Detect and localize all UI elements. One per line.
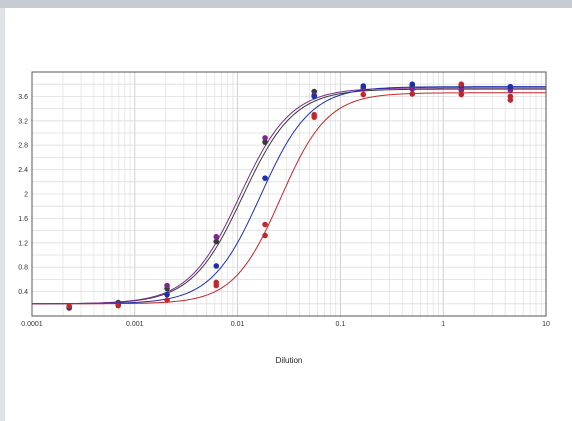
data-point — [262, 232, 268, 239]
top-bar — [0, 0, 572, 8]
data-point — [507, 83, 514, 90]
data-point — [360, 91, 367, 98]
plot-border — [31, 71, 547, 317]
data-point — [262, 135, 268, 141]
y-tick-label: 2.8 — [18, 143, 28, 150]
data-points — [66, 81, 514, 311]
data-point — [66, 303, 72, 310]
data-point — [311, 111, 317, 118]
data-point — [507, 97, 514, 103]
data-point — [213, 282, 220, 289]
y-tick-label: 2.4 — [18, 167, 28, 174]
y-tick-label: 3.2 — [18, 118, 28, 125]
y-tick-label: 1.6 — [18, 216, 28, 223]
y-tick-label: 2 — [24, 192, 28, 199]
data-point — [311, 93, 317, 100]
grid — [31, 72, 547, 316]
data-point — [164, 282, 170, 289]
x-tick-label: 0.001 — [126, 321, 144, 328]
y-tick-label: 0.4 — [18, 289, 28, 296]
y-tick-label: 1.2 — [18, 240, 28, 247]
data-point — [409, 86, 416, 92]
x-tick-label: 0.0001 — [21, 321, 43, 328]
data-point — [360, 83, 367, 89]
data-point — [164, 291, 170, 298]
x-tick-label: 1 — [441, 321, 445, 328]
data-point — [458, 87, 465, 94]
data-point — [262, 139, 268, 145]
y-axis-ticks: 0.4 0.8 1.2 1.6 2 2.4 2.8 3.2 3.6 — [18, 94, 28, 296]
y-tick-label: 3.6 — [18, 94, 28, 101]
x-axis-label: Dilution — [276, 356, 303, 365]
data-point — [409, 81, 416, 87]
data-point — [409, 91, 416, 97]
x-tick-label: 10 — [542, 321, 550, 328]
data-point — [115, 302, 122, 309]
x-axis-ticks: 0.0001 0.001 0.01 0.1 1 10 — [21, 321, 550, 328]
x-tick-label: 0.1 — [336, 321, 346, 328]
data-point — [213, 238, 220, 245]
data-point — [262, 221, 268, 228]
y-tick-label: 0.8 — [18, 265, 28, 272]
data-point — [458, 91, 465, 98]
data-point — [213, 263, 220, 269]
data-point — [458, 81, 465, 87]
left-rail — [0, 8, 5, 421]
data-point — [213, 233, 220, 240]
x-tick-label: 0.01 — [231, 321, 245, 328]
data-point — [164, 297, 170, 303]
data-point — [262, 175, 268, 181]
